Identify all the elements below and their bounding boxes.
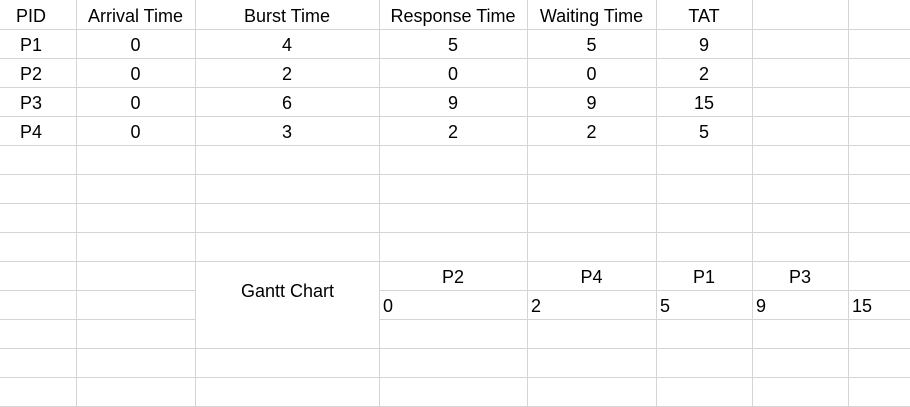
gridline [0,290,910,291]
gridline [0,348,910,349]
gridline [0,203,910,204]
gantt-time-marker[interactable]: 15 [852,296,873,316]
table-cell-response-time[interactable]: 2 [447,122,458,142]
gridline [0,29,910,30]
table-cell-tat[interactable]: 15 [693,93,715,113]
table-cell-arrival-time[interactable]: 0 [130,93,141,113]
header-cell-pid[interactable]: PID [15,6,46,26]
gridline [0,174,910,175]
gantt-chart-label[interactable]: Gantt Chart [196,262,379,320]
gridline [0,377,910,378]
header-cell-burst-time[interactable]: Burst Time [243,6,331,26]
table-cell-waiting-time[interactable]: 0 [586,64,597,84]
header-cell-arrival-time[interactable]: Arrival Time [87,6,183,26]
gridline [0,261,910,262]
gantt-time-marker[interactable]: 2 [531,296,542,316]
gridline [0,87,910,88]
table-cell-tat[interactable]: 2 [698,64,709,84]
gridline [0,319,910,320]
table-cell-arrival-time[interactable]: 0 [130,35,141,55]
table-cell-arrival-time[interactable]: 0 [130,122,141,142]
gantt-time-marker[interactable]: 0 [383,296,394,316]
table-cell-burst-time[interactable]: 6 [281,93,292,113]
header-cell-tat[interactable]: TAT [688,6,720,26]
gridline [0,58,910,59]
table-cell-waiting-time[interactable]: 5 [586,35,597,55]
table-cell-tat[interactable]: 9 [698,35,709,55]
table-cell-pid[interactable]: P2 [19,64,43,84]
header-cell-waiting-time[interactable]: Waiting Time [539,6,644,26]
table-cell-waiting-time[interactable]: 9 [586,93,597,113]
gantt-process-p1[interactable]: P1 [692,267,716,287]
header-cell-response-time[interactable]: Response Time [390,6,516,26]
gantt-process-p3[interactable]: P3 [788,267,812,287]
gantt-process-p4[interactable]: P4 [580,267,603,287]
table-cell-arrival-time[interactable]: 0 [130,64,141,84]
table-cell-burst-time[interactable]: 2 [281,64,292,84]
table-cell-pid[interactable]: P1 [19,35,43,55]
table-cell-burst-time[interactable]: 4 [281,35,292,55]
table-cell-pid[interactable]: P3 [19,93,43,113]
gridline [0,145,910,146]
table-cell-burst-time[interactable]: 3 [281,122,292,142]
table-cell-tat[interactable]: 5 [698,122,709,142]
gantt-time-marker[interactable]: 5 [660,296,671,316]
table-cell-waiting-time[interactable]: 2 [586,122,597,142]
gridline [0,232,910,233]
table-cell-pid[interactable]: P4 [19,122,43,142]
table-cell-response-time[interactable]: 5 [447,35,458,55]
table-cell-response-time[interactable]: 9 [447,93,458,113]
gantt-time-marker[interactable]: 9 [756,296,767,316]
gridline [0,116,910,117]
gantt-process-p2[interactable]: P2 [441,267,465,287]
table-cell-response-time[interactable]: 0 [447,64,458,84]
